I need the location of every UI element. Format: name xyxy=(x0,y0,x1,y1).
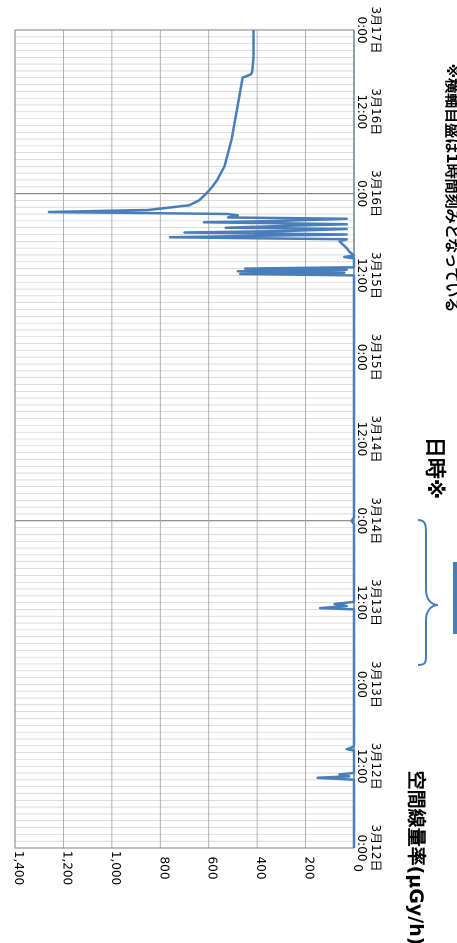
x-tick-label: 3月14日0:00 xyxy=(355,497,383,544)
x-tick-label-line: 0:00 xyxy=(355,180,369,207)
x-tick-label: 3月12日0:00 xyxy=(355,825,383,872)
x-tick-label-line: 3月14日 xyxy=(369,416,383,463)
y-tick-label: 1,400 xyxy=(12,851,26,885)
x-tick-label-line: 3月15日 xyxy=(369,334,383,381)
x-tick-label: 3月12日12:00 xyxy=(355,743,383,790)
x-tick-label: 3月13日0:00 xyxy=(355,661,383,708)
x-tick-label-line: 0:00 xyxy=(355,344,369,371)
x-tick-label: 3月16日12:00 xyxy=(355,88,383,135)
y-tick-label: 1,000 xyxy=(109,851,123,885)
footnote: ※横軸目盛は1時間刻みとなっている xyxy=(443,64,457,313)
y-tick-label: 0 xyxy=(351,864,365,872)
y-axis-title: 空間線量率(μGy/h) xyxy=(405,771,428,943)
x-tick-label-line: 12:00 xyxy=(355,95,369,130)
x-tick-label-line: 3月12日 xyxy=(369,743,383,790)
y-tick-label: 800 xyxy=(157,857,171,880)
x-tick-label-line: 0:00 xyxy=(355,17,369,44)
bracket xyxy=(417,519,439,666)
x-tick-label-line: 12:00 xyxy=(355,258,369,293)
x-tick-label-line: 3月16日 xyxy=(369,88,383,135)
x-tick-label-line: 0:00 xyxy=(355,507,369,534)
x-tick-label-line: 0:00 xyxy=(355,835,369,862)
x-tick-label: 3月15日12:00 xyxy=(355,252,383,299)
x-tick-label: 3月14日12:00 xyxy=(355,416,383,463)
x-tick-label: 3月16日0:00 xyxy=(355,170,383,217)
series-line xyxy=(47,30,356,848)
x-tick-label-line: 3月15日 xyxy=(369,252,383,299)
x-tick-labels: 3月12日0:003月12日12:003月13日0:003月13日12:003月… xyxy=(355,7,383,872)
x-tick-label: 3月15日0:00 xyxy=(355,334,383,381)
x-axis-title: 日時※ xyxy=(423,437,447,499)
x-tick-label-line: 3月13日 xyxy=(369,661,383,708)
x-tick-label: 3月13日12:00 xyxy=(355,579,383,626)
series xyxy=(47,30,356,848)
y-tick-labels: 0 200 400 600 800 1,000 1,200 1,400 xyxy=(12,851,365,885)
x-tick-label-line: 3月12日 xyxy=(369,825,383,872)
x-tick-label-line: 12:00 xyxy=(355,585,369,620)
x-tick-label-line: 3月17日 xyxy=(369,7,383,54)
x-tick-label-line: 3月14日 xyxy=(369,497,383,544)
x-tick-label-line: 12:00 xyxy=(355,422,369,457)
y-tick-label: 1,200 xyxy=(60,851,74,885)
x-tick-label-line: 0:00 xyxy=(355,671,369,698)
grid xyxy=(14,29,355,849)
y-tick-label: 600 xyxy=(206,857,220,880)
y-tick-label: 200 xyxy=(303,857,317,880)
x-tick-label-line: 3月16日 xyxy=(369,170,383,217)
x-tick-label-line: 3月13日 xyxy=(369,579,383,626)
x-tick-label-line: 12:00 xyxy=(355,749,369,784)
legend-swatch xyxy=(453,562,457,634)
x-tick-label: 3月17日0:00 xyxy=(355,7,383,54)
y-tick-label: 400 xyxy=(254,857,268,880)
